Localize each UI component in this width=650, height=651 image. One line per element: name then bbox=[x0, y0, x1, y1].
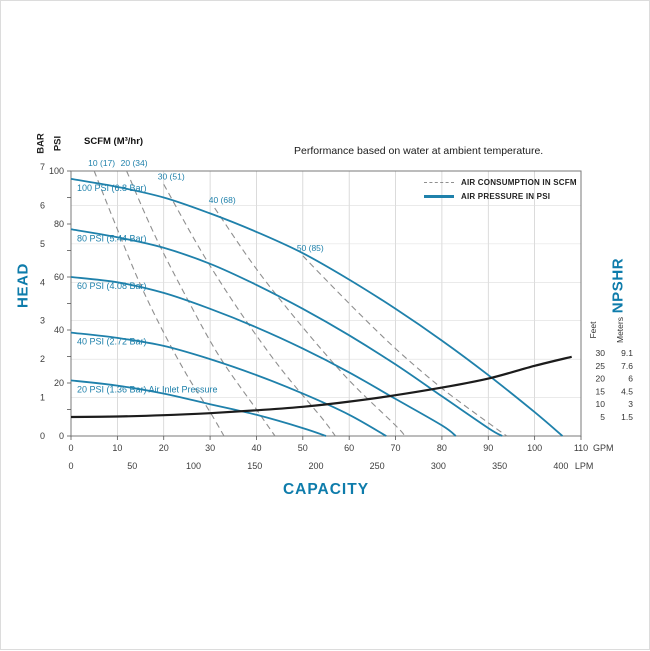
air-pressure-curve bbox=[70, 331, 387, 437]
lpm-tick-label: 150 bbox=[247, 461, 262, 471]
air-pressure-curve bbox=[70, 276, 457, 437]
performance-note: Performance based on water at ambient te… bbox=[294, 145, 544, 157]
legend-air-consumption-label: AIR CONSUMPTION IN SCFM bbox=[461, 178, 577, 187]
bar-tick-label: 3 bbox=[40, 316, 45, 326]
feet-axis-label: Feet bbox=[588, 321, 598, 339]
psi-axis-label: PSI bbox=[52, 135, 64, 152]
air-consumption-curve-label: 50 (85) bbox=[297, 243, 324, 253]
npshr-meters-tick-label: 1.5 bbox=[621, 412, 633, 422]
air-consumption-curve-label: 20 (34) bbox=[121, 158, 148, 168]
lpm-tick-label: 250 bbox=[370, 461, 385, 471]
air-consumption-curve-label: 30 (51) bbox=[158, 171, 185, 181]
gpm-tick-label: 10 bbox=[112, 443, 122, 453]
npshr-feet-tick-label: 30 bbox=[596, 348, 606, 358]
gpm-tick-label: 60 bbox=[344, 443, 354, 453]
head-axis-title: HEAD bbox=[14, 263, 32, 308]
npshr-meters-tick-label: 6 bbox=[628, 374, 633, 384]
npshr-meters-tick-label: 7.6 bbox=[621, 361, 633, 371]
gpm-tick-label: 70 bbox=[391, 443, 401, 453]
plot-border bbox=[70, 170, 582, 437]
npshr-meters-tick-label: 4.5 bbox=[621, 386, 633, 396]
lpm-tick-label: 50 bbox=[127, 461, 137, 471]
lpm-tick-label: 350 bbox=[492, 461, 507, 471]
npshr-curve bbox=[70, 355, 572, 419]
air-pressure-curve-label: 40 PSI (2.72 Bar) bbox=[77, 337, 147, 347]
bar-tick-label: 5 bbox=[40, 239, 45, 249]
lpm-tick-label: 400 bbox=[553, 461, 568, 471]
scfm-axis-header: SCFM (M³/hr) bbox=[84, 136, 144, 147]
bar-tick-label: 1 bbox=[40, 393, 45, 403]
npshr-meters-tick-label: 9.1 bbox=[621, 348, 633, 358]
air-pressure-curve-label: 100 PSI (6.8 Bar) bbox=[77, 183, 147, 193]
bar-axis-label: BAR bbox=[35, 133, 47, 154]
psi-tick-label: 100 bbox=[49, 166, 64, 176]
air-consumption-curve bbox=[214, 207, 406, 437]
npshr-feet-tick-label: 25 bbox=[596, 361, 606, 371]
lpm-tick-label: 300 bbox=[431, 461, 446, 471]
lpm-unit-label: LPM bbox=[575, 461, 594, 471]
npshr-feet-tick-label: 20 bbox=[596, 374, 606, 384]
psi-tick-label: 60 bbox=[54, 272, 64, 282]
bar-tick-label: 2 bbox=[40, 354, 45, 364]
gpm-unit-label: GPM bbox=[593, 443, 614, 453]
psi-tick-label: 40 bbox=[54, 325, 64, 335]
bar-tick-label: 6 bbox=[40, 200, 45, 210]
air-pressure-curve bbox=[70, 379, 327, 437]
gpm-tick-label: 0 bbox=[68, 443, 73, 453]
air-pressure-curve-label: 60 PSI (4.08 Bar) bbox=[77, 281, 147, 291]
air-consumption-curve bbox=[302, 255, 508, 437]
psi-tick-label: 0 bbox=[59, 431, 64, 441]
bar-tick-label: 7 bbox=[40, 162, 45, 172]
gpm-tick-label: 50 bbox=[298, 443, 308, 453]
legend-item-air-consumption: AIR CONSUMPTION IN SCFM bbox=[424, 178, 577, 187]
air-pressure-curve bbox=[70, 228, 503, 437]
air-pressure-curve-label: 80 PSI (5.44 Bar) bbox=[77, 233, 147, 243]
npshr-meters-tick-label: 3 bbox=[628, 399, 633, 409]
npshr-feet-tick-label: 5 bbox=[600, 412, 605, 422]
gpm-tick-label: 20 bbox=[159, 443, 169, 453]
meters-axis-label: Meters bbox=[615, 317, 625, 343]
capacity-axis-title: CAPACITY bbox=[282, 481, 370, 498]
legend-air-pressure-label: AIR PRESSURE IN PSI bbox=[461, 192, 551, 201]
gpm-tick-label: 40 bbox=[251, 443, 261, 453]
lpm-tick-label: 100 bbox=[186, 461, 201, 471]
air-consumption-curve-label: 40 (68) bbox=[209, 195, 236, 205]
legend-solid-line-icon bbox=[424, 195, 454, 198]
lpm-tick-label: 0 bbox=[68, 461, 73, 471]
air-consumption-curve bbox=[93, 170, 225, 437]
air-consumption-curve bbox=[163, 184, 336, 437]
air-consumption-curve-label: 10 (17) bbox=[88, 158, 115, 168]
gpm-tick-label: 90 bbox=[483, 443, 493, 453]
gpm-tick-label: 30 bbox=[205, 443, 215, 453]
lpm-tick-label: 200 bbox=[308, 461, 323, 471]
gpm-tick-label: 110 bbox=[574, 443, 588, 453]
npshr-feet-tick-label: 10 bbox=[596, 399, 606, 409]
air-pressure-curve-label: 20 PSI (1.36 Bar) Air Inlet Pressure bbox=[77, 384, 218, 394]
legend-item-air-pressure: AIR PRESSURE IN PSI bbox=[424, 192, 577, 201]
npshr-feet-tick-label: 15 bbox=[596, 386, 606, 396]
legend-dashed-line-icon bbox=[424, 182, 454, 183]
bar-tick-label: 0 bbox=[40, 431, 45, 441]
legend: AIR CONSUMPTION IN SCFM AIR PRESSURE IN … bbox=[424, 178, 577, 206]
gpm-tick-label: 100 bbox=[527, 443, 542, 453]
bar-tick-label: 4 bbox=[40, 277, 45, 287]
psi-tick-label: 80 bbox=[54, 219, 64, 229]
gpm-tick-label: 80 bbox=[437, 443, 447, 453]
psi-tick-label: 20 bbox=[54, 378, 64, 388]
